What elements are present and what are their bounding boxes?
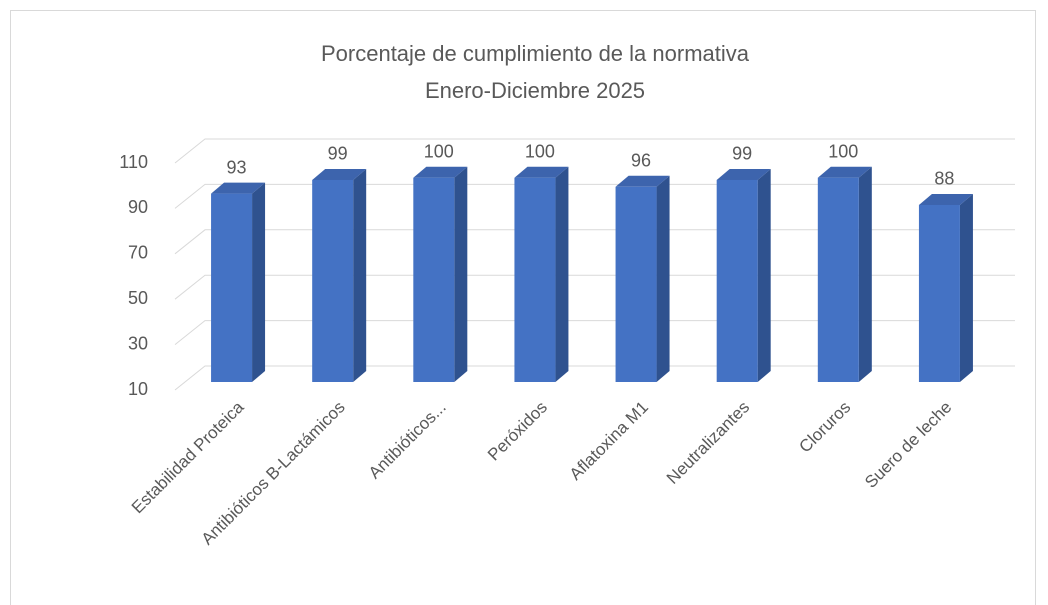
bar-side [252, 182, 266, 382]
y-tick-label: 70 [128, 243, 148, 263]
bar-top [211, 182, 266, 194]
bar-top [413, 166, 468, 178]
chart-subtitle: Enero-Diciembre 2025 [425, 78, 645, 103]
bar [716, 179, 758, 382]
bar [514, 177, 556, 382]
data-label: 96 [631, 151, 651, 171]
bar-top [918, 193, 973, 205]
bar [817, 177, 859, 382]
bar-side [959, 193, 973, 382]
grid-line [174, 138, 1015, 164]
bar-side [656, 175, 670, 382]
y-tick-label: 50 [128, 288, 148, 308]
chart-title: Porcentaje de cumplimiento de la normati… [321, 41, 750, 66]
bar-side [858, 166, 872, 382]
bar-top [312, 168, 367, 180]
data-label: 99 [328, 144, 348, 164]
y-tick-label: 30 [128, 333, 148, 353]
bar-side [353, 168, 367, 382]
bar-side [757, 168, 771, 382]
y-tick-label: 110 [119, 152, 148, 172]
data-label: 100 [525, 141, 555, 161]
data-label: 100 [424, 141, 454, 161]
bar [211, 193, 253, 382]
bar [615, 186, 657, 382]
bar-side [454, 166, 468, 382]
data-label: 88 [934, 169, 954, 189]
bar [312, 179, 354, 382]
bar-top [716, 168, 771, 180]
bar [413, 177, 455, 382]
bar-side [555, 166, 569, 382]
bar-top [615, 175, 670, 187]
y-tick-label: 10 [128, 379, 148, 399]
y-tick-label: 90 [128, 197, 148, 217]
data-label: 99 [732, 144, 752, 164]
data-label: 100 [828, 141, 858, 161]
bar [918, 204, 960, 382]
bar-top [817, 166, 872, 178]
bar-top [514, 166, 569, 178]
data-label: 93 [227, 157, 247, 177]
